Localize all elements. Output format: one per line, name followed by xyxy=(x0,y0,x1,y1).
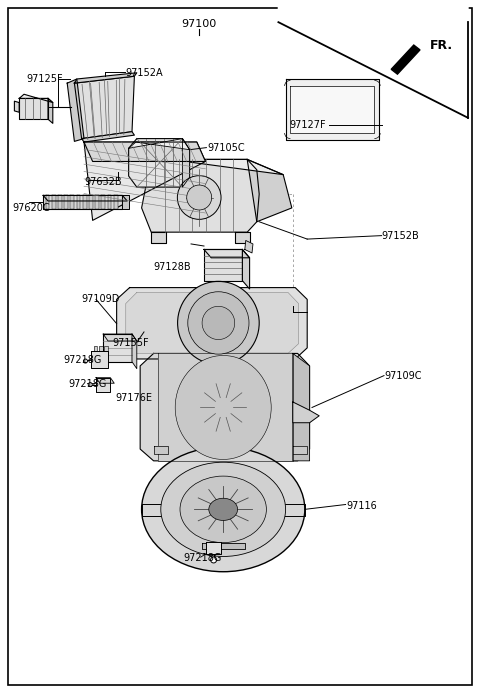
Ellipse shape xyxy=(199,381,247,434)
Polygon shape xyxy=(117,288,307,359)
Ellipse shape xyxy=(209,498,238,520)
Polygon shape xyxy=(84,142,205,161)
Text: 97155F: 97155F xyxy=(113,338,149,348)
Ellipse shape xyxy=(180,476,266,543)
Polygon shape xyxy=(103,334,132,362)
Text: 97105C: 97105C xyxy=(207,143,245,152)
Text: 97128B: 97128B xyxy=(154,262,191,272)
Polygon shape xyxy=(206,542,221,554)
Polygon shape xyxy=(132,334,137,369)
Ellipse shape xyxy=(175,356,271,459)
Polygon shape xyxy=(142,159,259,232)
Text: 97632B: 97632B xyxy=(84,177,121,187)
Polygon shape xyxy=(82,132,134,142)
Polygon shape xyxy=(242,249,250,289)
Polygon shape xyxy=(74,76,134,139)
Circle shape xyxy=(84,359,87,363)
Text: 97109C: 97109C xyxy=(384,371,421,380)
Polygon shape xyxy=(247,159,292,222)
Polygon shape xyxy=(286,79,379,140)
Ellipse shape xyxy=(206,389,240,426)
Polygon shape xyxy=(182,139,190,187)
Polygon shape xyxy=(122,195,129,209)
Polygon shape xyxy=(202,543,245,549)
Polygon shape xyxy=(84,142,205,220)
Polygon shape xyxy=(129,139,190,187)
Polygon shape xyxy=(245,240,253,253)
Polygon shape xyxy=(126,292,299,353)
Polygon shape xyxy=(77,195,81,209)
Circle shape xyxy=(88,383,92,387)
Polygon shape xyxy=(293,402,319,423)
Polygon shape xyxy=(96,378,114,383)
Polygon shape xyxy=(19,98,48,119)
Polygon shape xyxy=(151,232,166,243)
Polygon shape xyxy=(95,195,99,209)
Polygon shape xyxy=(64,195,68,209)
Polygon shape xyxy=(89,195,93,209)
Circle shape xyxy=(177,175,221,220)
Polygon shape xyxy=(43,195,127,201)
Ellipse shape xyxy=(142,447,305,572)
Polygon shape xyxy=(154,446,168,454)
Polygon shape xyxy=(278,0,468,118)
Polygon shape xyxy=(71,195,74,209)
Text: 97116: 97116 xyxy=(347,501,377,511)
Polygon shape xyxy=(290,86,374,133)
Ellipse shape xyxy=(188,292,249,354)
Text: 97152A: 97152A xyxy=(126,69,163,78)
Polygon shape xyxy=(43,195,122,209)
Text: 97109D: 97109D xyxy=(82,295,120,304)
Polygon shape xyxy=(114,195,118,209)
Polygon shape xyxy=(293,446,307,454)
Text: 97127F: 97127F xyxy=(290,120,326,130)
Polygon shape xyxy=(96,378,110,392)
Text: 97218G: 97218G xyxy=(183,553,222,563)
Ellipse shape xyxy=(161,462,286,556)
Polygon shape xyxy=(14,101,19,112)
Polygon shape xyxy=(204,249,242,281)
Polygon shape xyxy=(83,195,86,209)
Polygon shape xyxy=(103,334,137,341)
Text: 97620C: 97620C xyxy=(12,203,49,213)
Text: 97176E: 97176E xyxy=(115,394,152,403)
Ellipse shape xyxy=(202,306,235,340)
Polygon shape xyxy=(91,351,108,368)
Ellipse shape xyxy=(178,281,259,365)
Text: 97125F: 97125F xyxy=(26,74,63,84)
Polygon shape xyxy=(67,79,84,141)
Polygon shape xyxy=(204,249,250,258)
Polygon shape xyxy=(74,73,137,83)
Polygon shape xyxy=(129,139,190,150)
Polygon shape xyxy=(101,195,105,209)
Ellipse shape xyxy=(192,374,254,441)
Text: 97218G: 97218G xyxy=(64,356,102,365)
Polygon shape xyxy=(52,195,56,209)
Polygon shape xyxy=(99,346,103,351)
Polygon shape xyxy=(108,195,111,209)
Text: FR.: FR. xyxy=(430,39,453,51)
Polygon shape xyxy=(46,195,49,209)
Polygon shape xyxy=(104,346,108,351)
Polygon shape xyxy=(142,159,283,175)
Text: 97152B: 97152B xyxy=(382,231,420,240)
Polygon shape xyxy=(158,353,293,461)
Polygon shape xyxy=(293,353,310,461)
Text: 97100: 97100 xyxy=(181,19,217,28)
Polygon shape xyxy=(235,232,250,243)
Polygon shape xyxy=(94,346,97,351)
Polygon shape xyxy=(140,353,310,461)
Circle shape xyxy=(187,185,212,210)
Polygon shape xyxy=(58,195,62,209)
Ellipse shape xyxy=(184,365,263,450)
Circle shape xyxy=(211,557,216,563)
Text: 97218G: 97218G xyxy=(69,379,107,389)
Polygon shape xyxy=(48,98,53,123)
Polygon shape xyxy=(391,45,420,74)
Polygon shape xyxy=(142,504,305,516)
Polygon shape xyxy=(19,94,53,103)
